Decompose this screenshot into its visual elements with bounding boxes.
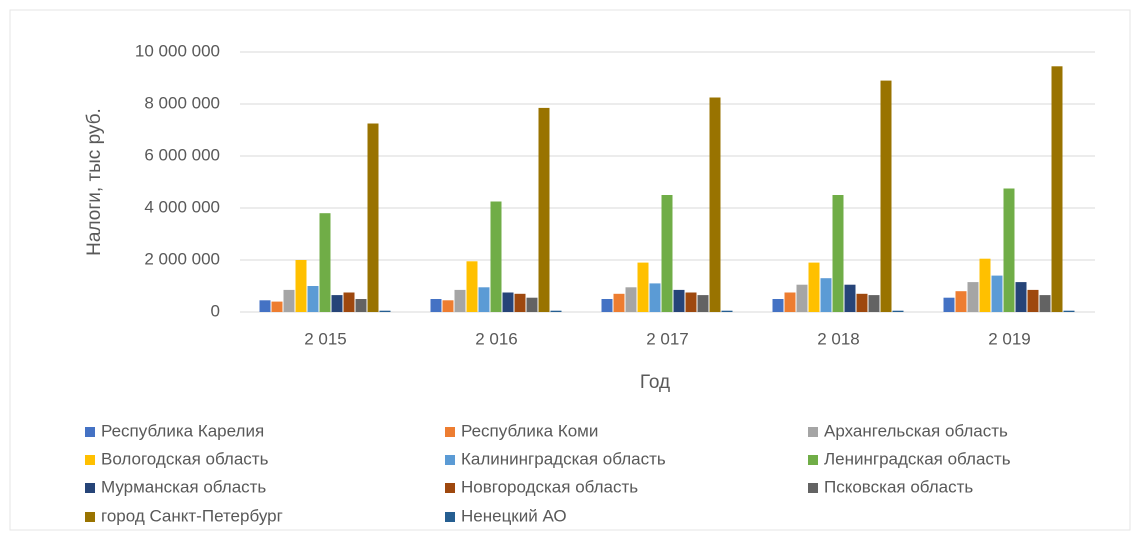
bar <box>1027 289 1039 312</box>
bar <box>526 297 538 312</box>
bar <box>979 258 991 312</box>
bar <box>379 310 391 312</box>
bar <box>967 282 979 312</box>
bar <box>1063 310 1075 312</box>
bar <box>649 283 661 312</box>
bar <box>637 262 649 312</box>
bar <box>502 292 514 312</box>
bar <box>514 293 526 312</box>
legend-swatch <box>445 427 455 437</box>
bar <box>307 286 319 312</box>
bar <box>955 291 967 312</box>
legend-swatch <box>445 455 455 465</box>
legend-swatch <box>85 455 95 465</box>
bar <box>709 97 721 312</box>
y-tick-label: 0 <box>211 301 220 320</box>
legend-swatch <box>85 427 95 437</box>
bar <box>808 262 820 312</box>
bar <box>844 284 856 312</box>
y-tick-label: 4 000 000 <box>144 197 220 216</box>
bar <box>868 295 880 312</box>
bar <box>991 275 1003 312</box>
x-axis-label: Год <box>640 372 670 393</box>
bar <box>613 293 625 312</box>
bar <box>685 292 697 312</box>
legend-swatch <box>85 483 95 493</box>
y-axis-label: Налоги, тыс руб. <box>84 108 105 256</box>
bar <box>1039 295 1051 312</box>
bar <box>943 297 955 312</box>
bar <box>466 261 478 312</box>
y-tick-label: 6 000 000 <box>144 145 220 164</box>
bar <box>367 123 379 312</box>
bar <box>319 213 331 312</box>
x-tick-label: 2 016 <box>475 329 518 348</box>
bar <box>550 310 562 312</box>
chart-frame <box>9 9 1131 531</box>
bar <box>1015 282 1027 312</box>
bar <box>880 80 892 312</box>
bar <box>601 299 613 312</box>
bar <box>478 287 490 312</box>
legend-swatch <box>85 512 95 522</box>
legend-label: Мурманская область <box>101 477 266 496</box>
legend-label: город Санкт-Петербург <box>101 506 283 525</box>
legend-label: Ленинградская область <box>824 449 1011 468</box>
bar <box>856 293 868 312</box>
bar <box>442 300 454 312</box>
legend-label: Республика Коми <box>461 421 598 440</box>
bar <box>454 289 466 312</box>
y-tick-label: 10 000 000 <box>135 41 220 60</box>
bar <box>343 292 355 312</box>
bar <box>355 299 367 312</box>
bar <box>271 301 283 312</box>
bar <box>820 278 832 312</box>
legend-label: Вологодская область <box>101 449 269 468</box>
bar <box>625 287 637 312</box>
y-tick-label: 2 000 000 <box>144 249 220 268</box>
bar <box>772 299 784 312</box>
bar <box>832 195 844 312</box>
bar <box>784 292 796 312</box>
legend-label: Калининградская область <box>461 449 666 468</box>
bar <box>331 295 343 312</box>
bar <box>295 260 307 312</box>
bar <box>673 289 685 312</box>
bar <box>721 310 733 312</box>
bar <box>1051 66 1063 312</box>
legend-swatch <box>445 483 455 493</box>
legend-swatch <box>808 455 818 465</box>
legend-swatch <box>808 427 818 437</box>
bar <box>538 107 550 313</box>
bar <box>259 300 271 312</box>
bar <box>430 299 442 312</box>
y-tick-label: 8 000 000 <box>144 93 220 112</box>
legend-label: Новгородская область <box>461 477 638 496</box>
x-tick-label: 2 018 <box>817 329 860 348</box>
legend-label: Республика Карелия <box>101 421 264 440</box>
legend-label: Псковская область <box>824 477 973 496</box>
legend-label: Ненецкий АО <box>461 506 567 525</box>
x-tick-label: 2 017 <box>646 329 689 348</box>
x-tick-label: 2 019 <box>988 329 1031 348</box>
bar <box>697 295 709 312</box>
legend-swatch <box>445 512 455 522</box>
legend-swatch <box>808 483 818 493</box>
bar <box>1003 188 1015 312</box>
bar <box>661 195 673 312</box>
bar <box>490 201 502 312</box>
bar <box>796 284 808 312</box>
bar <box>892 310 904 312</box>
bar <box>283 289 295 312</box>
legend-label: Архангельская область <box>824 421 1008 440</box>
x-tick-label: 2 015 <box>304 329 347 348</box>
